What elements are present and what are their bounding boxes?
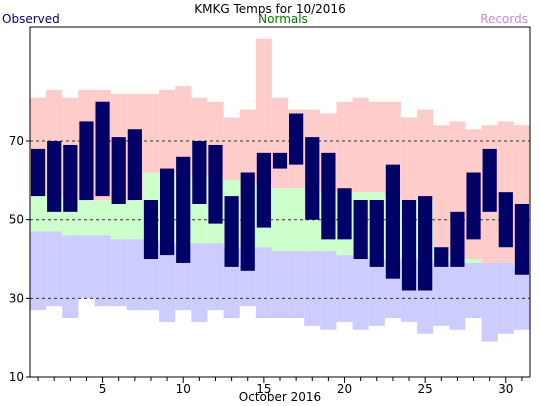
observed-bar [192,141,207,204]
record-low-band [46,231,63,307]
record-high-band [433,125,450,256]
observed-bar [434,247,449,267]
y-tick-label: 50 [9,213,24,227]
x-tick-label: 20 [337,382,352,396]
axis-ticks: 5 10 15 20 25 30 10 30 50 70 [9,134,523,396]
record-low-band [94,235,111,307]
observed-bar [401,200,417,291]
record-low-band [159,243,176,322]
record-high-band [271,97,289,189]
record-high-band [352,97,369,193]
record-low-band [271,251,289,319]
record-low-band [30,231,47,311]
normal-band [465,259,482,263]
observed-bar [160,168,175,256]
record-low-band [352,255,369,330]
record-high-band [368,101,385,193]
record-high-band [142,93,160,173]
observed-bars [30,101,530,291]
record-low-band [255,247,272,319]
record-high-band [336,101,353,193]
observed-bar [79,121,94,201]
record-low-band [465,262,482,319]
observed-bar [95,101,110,197]
observed-bar [321,152,336,240]
record-low-band [288,251,305,319]
observed-bar [418,196,433,291]
record-low-band [481,262,498,342]
observed-bar [466,172,481,240]
normal-band [271,188,289,252]
record-high-band [255,38,272,185]
observed-bar [289,113,304,165]
observed-bar [514,203,530,275]
x-tick-label: 5 [99,382,107,396]
record-low-band [78,235,95,299]
y-tick-label: 30 [9,291,24,305]
observed-bar [127,129,142,201]
observed-bar [305,137,320,220]
normal-band [110,200,127,240]
record-low-band [513,266,530,330]
observed-bar [143,200,159,260]
observed-bar [482,148,497,212]
observed-bar [63,144,78,212]
normal-band [30,196,47,232]
legend-records: Records [480,12,528,26]
record-low-band [207,243,224,311]
record-low-band [433,262,450,326]
observed-bar [369,200,384,267]
observed-bar [240,172,255,271]
record-high-band [400,117,418,201]
observed-bar [272,152,288,169]
record-low-band [191,243,208,322]
record-low-band [336,255,353,322]
legend-normals: Normals [258,12,308,26]
x-tick-label: 15 [256,382,271,396]
record-low-band [368,259,385,326]
record-high-band [223,117,240,181]
x-tick-label: 30 [498,382,513,396]
record-high-band [417,109,434,201]
record-high-band [175,85,192,177]
observed-bar [498,192,513,248]
record-low-band [62,235,79,319]
record-low-band [449,262,466,330]
normal-band [78,200,95,236]
y-tick-label: 10 [9,370,24,384]
x-tick-label: 25 [418,382,433,396]
normal-band [94,200,111,236]
record-low-band [304,251,321,326]
record-low-band [110,239,127,307]
observed-bar [111,137,126,204]
legend-observed: Observed [2,12,60,26]
x-tick-label: 10 [176,382,191,396]
observed-bar [224,196,239,267]
x-axis-label: October 2016 [239,390,321,404]
observed-bar [337,188,352,240]
record-low-band [126,239,143,311]
observed-bar [256,152,271,228]
record-high-band [239,109,256,181]
observed-bar [208,144,223,224]
observed-bar [450,211,465,267]
grid-lines [30,140,530,299]
observed-bar [353,200,368,260]
observed-bar [176,156,191,263]
record-high-band [159,89,176,173]
observed-bar [47,141,62,212]
observed-bar [385,164,400,279]
chart-title: KMKG Temps for 10/2016 [194,2,345,16]
y-tick-label: 70 [9,134,24,148]
record-low-band [320,251,337,330]
observed-bar [30,148,46,197]
